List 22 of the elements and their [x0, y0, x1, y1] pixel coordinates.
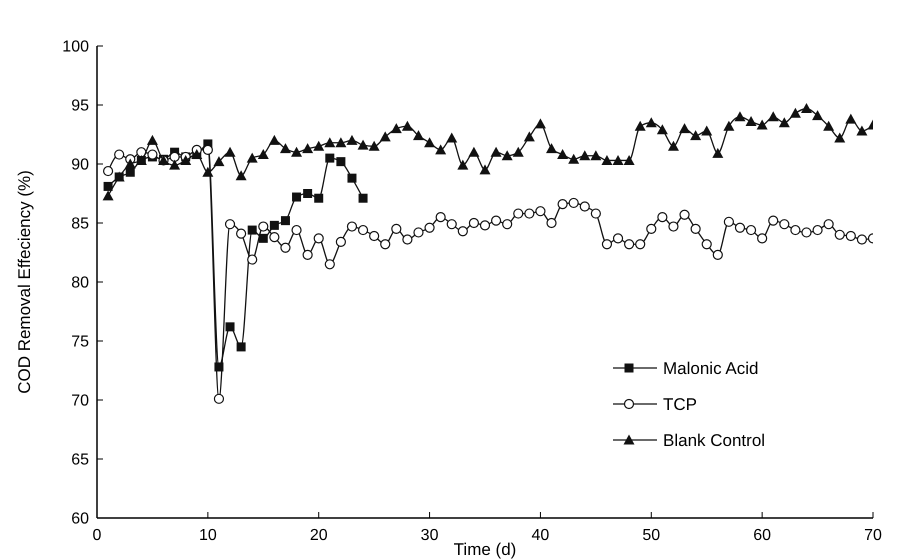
y-tick-label: 75	[71, 334, 90, 351]
x-tick-label: 0	[92, 527, 102, 544]
x-tick-label: 40	[532, 527, 550, 544]
x-tick-label: 50	[642, 527, 660, 544]
legend-label: Malonic Acid	[663, 358, 758, 378]
x-tick-label: 70	[864, 527, 882, 544]
x-tick-label: 30	[420, 527, 439, 544]
y-tick-label: 85	[71, 216, 90, 233]
y-tick-label: 80	[71, 274, 90, 292]
x-tick-label: 20	[310, 527, 328, 544]
x-tick-label: 10	[198, 527, 217, 544]
legend-label: TCP	[663, 394, 697, 414]
legend-label: Blank Control	[663, 430, 766, 450]
y-axis-title: COD Removal Effeciency (%)	[15, 170, 34, 394]
x-axis-title: Time (d)	[454, 540, 516, 559]
y-tick-label: 70	[71, 392, 90, 410]
y-tick-label: 95	[71, 98, 90, 115]
y-tick-label: 60	[71, 510, 90, 528]
x-tick-label: 60	[753, 527, 772, 544]
y-tick-label: 100	[62, 38, 90, 56]
y-tick-label: 65	[71, 452, 90, 469]
y-tick-label: 90	[71, 156, 90, 174]
